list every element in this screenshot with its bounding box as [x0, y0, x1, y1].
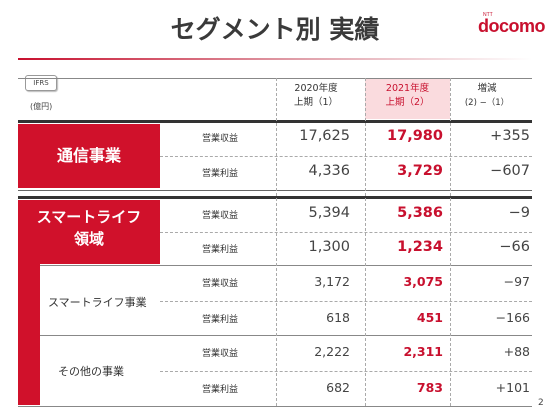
docomo-logo: docomo — [478, 16, 546, 36]
column-header-change: 増減 (2) −（1） — [452, 82, 522, 110]
cell-2020: 2,222 — [314, 344, 350, 359]
row-label: 営業利益 — [201, 169, 238, 179]
segment-smartlife-label-line2: 領域 — [73, 230, 104, 248]
segment-tsushin-label: 通信事業 — [18, 124, 160, 188]
highlight-column-header — [365, 78, 450, 119]
unit-label: (億円) — [30, 102, 53, 111]
cell-2021: 2,311 — [403, 344, 443, 359]
row-label: 営業利益 — [201, 385, 238, 395]
row-divider — [160, 232, 532, 233]
row-label: 営業収益 — [201, 349, 238, 359]
cell-change: +355 — [490, 128, 530, 144]
cell-change: −97 — [503, 274, 530, 289]
subsegment-divider — [40, 335, 532, 336]
segment-smartlife-bracket — [18, 262, 40, 405]
cell-2021: 783 — [416, 380, 443, 395]
column-header-2021-line2: 上期（2） — [385, 97, 430, 108]
table-bottom-rule — [18, 406, 532, 407]
ifrs-badge: IFRS — [25, 75, 57, 91]
header-bottom-rule — [18, 120, 532, 123]
row-label: 営業収益 — [201, 211, 238, 221]
column-divider — [450, 78, 451, 406]
cell-change: +101 — [495, 380, 530, 395]
row-divider — [160, 156, 532, 157]
logo-superscript: NTT — [483, 12, 493, 18]
row-label: 営業収益 — [201, 134, 238, 144]
cell-2021: 17,980 — [387, 128, 443, 144]
cell-2021: 451 — [416, 310, 443, 325]
cell-change: −66 — [499, 239, 530, 255]
column-divider — [276, 78, 277, 406]
subsegment-divider — [40, 265, 532, 266]
segment-smartlife-label: スマートライフ 領域 — [18, 200, 160, 264]
subsegment-smartlife-business-label: スマートライフ事業 — [48, 296, 147, 309]
cell-2020: 1,300 — [308, 239, 350, 255]
cell-2020: 4,336 — [308, 163, 350, 179]
column-header-2020-line2: 上期（1） — [293, 97, 339, 108]
title-underline — [18, 58, 532, 60]
page-number: 2 — [538, 398, 544, 408]
column-divider — [365, 78, 366, 406]
cell-2020: 5,394 — [308, 205, 350, 221]
row-label: 営業収益 — [201, 279, 238, 289]
cell-2021: 5,386 — [397, 205, 443, 221]
row-label: 営業利益 — [201, 245, 238, 255]
column-header-change-line2: (2) −（1） — [464, 98, 510, 108]
cell-2021: 3,075 — [403, 274, 443, 289]
column-header-2020-line1: 2020年度 — [294, 83, 338, 94]
cell-2020: 3,172 — [314, 274, 350, 289]
segment-divider — [18, 190, 532, 191]
subsegment-other-business-label: その他の事業 — [58, 365, 124, 378]
table-top-rule — [18, 78, 532, 79]
cell-change: −166 — [495, 310, 530, 325]
column-header-2021: 2021年度 上期（2） — [365, 82, 450, 110]
cell-2020: 682 — [326, 380, 350, 395]
segment-smartlife-label-line1: スマートライフ — [36, 208, 142, 226]
cell-2021: 3,729 — [397, 163, 443, 179]
column-header-change-line1: 増減 — [477, 83, 497, 94]
row-divider — [160, 371, 532, 372]
cell-change: −607 — [490, 163, 530, 179]
row-divider — [160, 301, 532, 302]
row-label: 営業利益 — [201, 315, 238, 325]
cell-2020: 618 — [326, 310, 350, 325]
cell-2021: 1,234 — [397, 239, 443, 255]
cell-2020: 17,625 — [299, 128, 350, 144]
column-header-2021-line1: 2021年度 — [385, 83, 430, 94]
cell-change: +88 — [503, 344, 530, 359]
cell-change: −9 — [508, 205, 530, 221]
page-title: セグメント別 実績 — [170, 15, 380, 44]
segment-top-rule — [18, 196, 532, 199]
column-header-2020: 2020年度 上期（1） — [276, 82, 356, 110]
